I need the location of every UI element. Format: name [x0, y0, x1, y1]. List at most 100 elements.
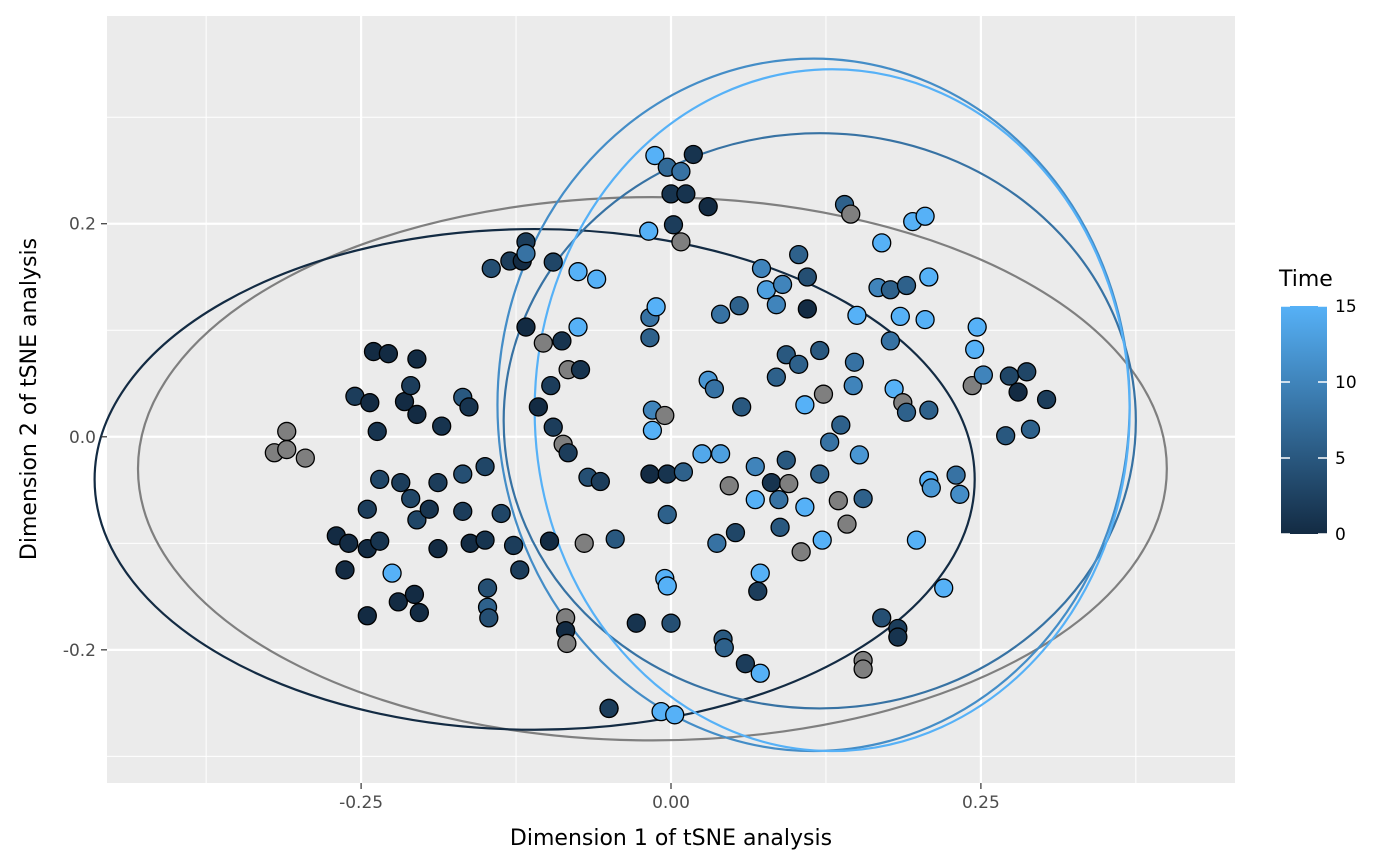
data-point	[884, 379, 904, 399]
legend-break-label: 0	[1335, 525, 1346, 545]
data-point	[915, 206, 935, 226]
x-tick-label: 0.00	[652, 793, 690, 813]
data-point	[946, 465, 966, 485]
data-point	[714, 638, 734, 658]
data-point	[844, 352, 865, 372]
data-point	[810, 464, 830, 484]
data-point	[640, 328, 660, 348]
data-point	[847, 305, 867, 325]
y-axis: -0.2 0.0 0.2	[63, 215, 107, 661]
data-point	[657, 504, 677, 525]
data-point	[676, 184, 696, 204]
data-point	[391, 472, 411, 493]
legend-colorbar	[1281, 306, 1327, 534]
data-point	[748, 581, 768, 601]
data-point	[769, 489, 789, 510]
data-point	[277, 421, 297, 442]
data-point	[880, 280, 901, 300]
data-point	[661, 613, 681, 633]
data-point	[409, 602, 430, 623]
data-point	[378, 344, 399, 364]
data-point	[919, 267, 939, 287]
data-point	[543, 252, 563, 272]
data-point	[401, 488, 421, 509]
data-point	[477, 578, 498, 598]
data-point	[586, 269, 607, 289]
data-point	[745, 456, 765, 477]
data-point	[789, 354, 809, 374]
data-point	[795, 395, 815, 415]
data-point	[516, 243, 536, 264]
data-point	[541, 376, 561, 396]
data-point	[810, 340, 830, 361]
data-point	[568, 317, 588, 337]
data-point	[626, 613, 646, 633]
data-point	[797, 267, 818, 287]
data-point	[853, 488, 873, 509]
data-points	[264, 144, 1057, 725]
data-point	[645, 145, 665, 166]
data-point	[543, 417, 563, 437]
y-tick-label: -0.2	[63, 641, 96, 661]
data-point	[665, 705, 685, 725]
data-point	[673, 462, 694, 482]
data-point	[277, 439, 297, 460]
confidence-ellipses	[93, 57, 1168, 753]
data-point	[639, 221, 659, 241]
data-point	[655, 405, 675, 426]
data-point	[795, 497, 815, 517]
data-point	[766, 367, 787, 387]
legend-break-label: 10	[1335, 373, 1357, 393]
data-point	[459, 397, 479, 417]
data-point	[797, 299, 818, 319]
data-point	[849, 445, 870, 465]
data-point	[729, 296, 749, 316]
data-point	[671, 232, 691, 252]
data-point	[919, 400, 939, 420]
data-point	[837, 514, 857, 534]
data-point	[357, 606, 377, 626]
data-point	[657, 576, 677, 596]
data-point	[1017, 362, 1037, 382]
data-point	[710, 444, 731, 464]
data-point	[1020, 419, 1041, 439]
data-point	[776, 450, 796, 470]
data-point	[558, 443, 578, 463]
data-point	[831, 415, 851, 435]
data-point	[704, 379, 725, 399]
x-tick-label: 0.25	[962, 793, 1000, 813]
data-point	[1008, 382, 1028, 402]
data-point	[888, 627, 908, 647]
data-point	[453, 464, 473, 484]
data-point	[335, 560, 355, 580]
data-point	[772, 274, 793, 295]
data-point	[642, 420, 663, 441]
data-point	[370, 531, 390, 551]
data-point	[382, 563, 402, 583]
data-point	[751, 258, 772, 279]
data-point	[481, 258, 501, 279]
data-point	[880, 331, 901, 351]
data-point	[453, 501, 473, 522]
data-point	[683, 144, 703, 165]
data-point	[640, 464, 660, 484]
data-point	[710, 304, 731, 324]
data-point	[339, 533, 359, 553]
data-point	[996, 426, 1016, 446]
data-point	[599, 698, 619, 719]
data-point	[407, 349, 427, 369]
data-point	[779, 474, 799, 494]
data-point	[719, 476, 739, 496]
data-point	[539, 531, 560, 551]
data-point	[789, 244, 809, 265]
data-point	[503, 535, 524, 556]
x-tick-label: -0.25	[339, 793, 383, 813]
data-point	[843, 376, 863, 396]
data-point	[605, 529, 625, 549]
data-point	[479, 608, 499, 628]
data-point	[973, 365, 994, 385]
data-point	[428, 472, 448, 493]
legend-title: Time	[1278, 267, 1333, 292]
data-point	[906, 530, 927, 550]
